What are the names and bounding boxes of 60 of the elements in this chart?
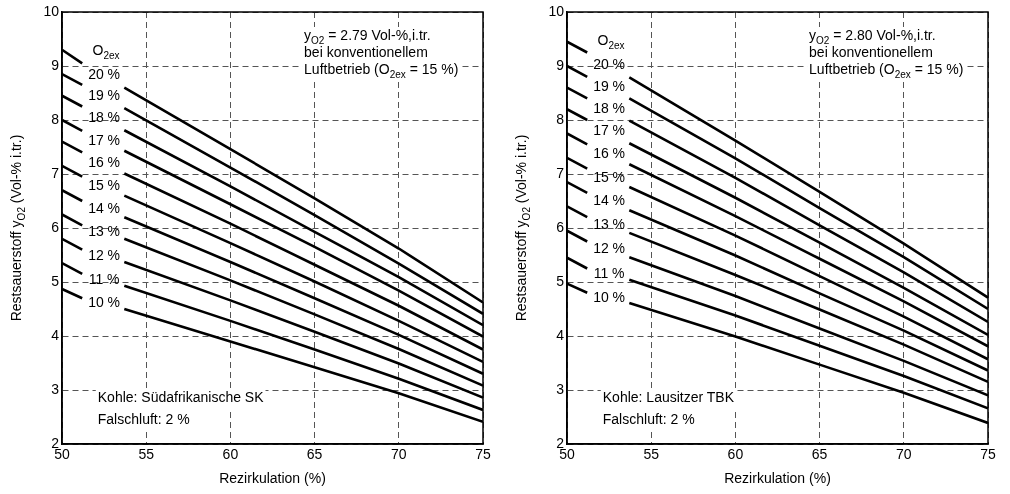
series-label: 10 % (593, 288, 626, 305)
series-label: 17 % (88, 131, 121, 148)
y-tick-label: 9 (51, 56, 60, 73)
series-label: 12 % (593, 240, 626, 257)
y-axis-title: Restsauerstoff yO2 (Vol-% i.tr.) (512, 134, 532, 322)
y-tick-label: 6 (556, 218, 565, 235)
series-label: 13 % (88, 222, 121, 239)
x-tick-label: 50 (54, 446, 70, 463)
x-tick-label: 60 (222, 446, 239, 463)
series-label: 20 % (593, 55, 626, 72)
series-label: 12 % (88, 246, 121, 263)
x-tick-label: 65 (811, 446, 828, 463)
x-tick-label: 70 (391, 446, 407, 463)
series-label: 11 % (593, 265, 625, 282)
annotation: Falschluft: 2 % (602, 410, 695, 427)
annotation: Kohle: Lausitzer TBK (602, 388, 735, 405)
series-label: 10 % (88, 294, 121, 311)
y-tick-label: 10 (548, 2, 565, 19)
series-label: 20 % (88, 66, 121, 83)
y-tick-label: 8 (51, 110, 60, 127)
x-tick-label: 75 (475, 446, 491, 463)
y-tick-label: 3 (556, 380, 565, 397)
x-tick-label: 65 (306, 446, 323, 463)
series-label: 11 % (88, 270, 120, 287)
y-tick-label: 9 (556, 56, 565, 73)
series-label: 16 % (593, 145, 626, 162)
x-tick-label: 60 (727, 446, 744, 463)
y-tick-label: 10 (43, 2, 60, 19)
series-label: 19 % (593, 78, 626, 95)
y-tick-label: 5 (51, 272, 60, 289)
series-label: 13 % (593, 215, 626, 232)
series-label: 14 % (88, 199, 121, 216)
annotation: bei konventionellem (304, 43, 428, 60)
x-tick-label: 55 (138, 446, 155, 463)
series-label: 16 % (88, 153, 121, 170)
annotation: Kohle: Südafrikanische SK (97, 388, 265, 405)
y-tick-label: 7 (556, 164, 565, 181)
y-tick-label: 4 (51, 326, 60, 343)
y-tick-label: 5 (556, 272, 565, 289)
x-tick-label: 50 (559, 446, 575, 463)
series-label: 19 % (88, 87, 121, 104)
annotation: Falschluft: 2 % (97, 410, 190, 427)
y-tick-label: 8 (556, 110, 565, 127)
x-tick-label: 55 (643, 446, 660, 463)
series-label: 15 % (88, 177, 121, 194)
series-label: 14 % (593, 192, 626, 209)
annotation: bei konventionellem (809, 43, 933, 60)
y-tick-label: 7 (51, 164, 60, 181)
y-tick-label: 3 (51, 380, 60, 397)
series-label: 18 % (88, 109, 121, 126)
x-axis-title: Rezirkulation (%) (219, 469, 326, 486)
y-tick-label: 4 (556, 326, 565, 343)
x-tick-label: 75 (980, 446, 996, 463)
series-label: 17 % (593, 122, 626, 139)
y-tick-label: 6 (51, 218, 60, 235)
x-tick-label: 70 (896, 446, 912, 463)
series-label: 18 % (593, 100, 626, 117)
y-axis-title: Restsauerstoff yO2 (Vol-% i.tr.) (7, 134, 27, 322)
series-label: 15 % (593, 168, 626, 185)
x-axis-title: Rezirkulation (%) (724, 469, 831, 486)
